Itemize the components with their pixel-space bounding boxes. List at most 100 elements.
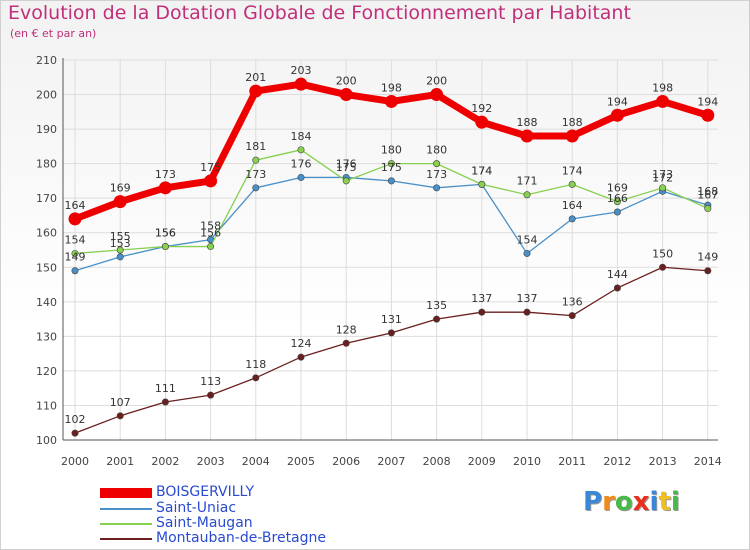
point-boisgervilly-2001 [113,195,127,209]
data-label-boisgervilly-2007: 198 [381,81,402,94]
y-tick-label-130: 130 [36,330,57,343]
legend-swatch-saint-uniac [100,508,152,510]
data-label-saint-uniac-2009: 174 [471,164,492,177]
y-tick-label-190: 190 [36,123,57,136]
data-label-saint-uniac-2007: 175 [381,161,402,174]
y-tick-label-170: 170 [36,192,57,205]
point-boisgervilly-2006 [339,88,353,102]
data-label-saint-uniac-2000: 149 [65,251,86,264]
x-tick-label-2008: 2008 [423,455,451,468]
point-montauban-de-bretagne-2014 [704,267,712,275]
data-label-montauban-de-bretagne-2007: 131 [381,313,402,326]
data-label-boisgervilly-2000: 164 [65,199,86,212]
data-label-boisgervilly-2002: 173 [155,168,176,181]
point-saint-uniac-2007 [387,177,395,185]
data-label-saint-maugan-2013: 173 [652,168,673,181]
y-tick-label-110: 110 [36,399,57,412]
data-label-saint-uniac-2002: 156 [155,227,176,240]
point-saint-maugan-2001 [116,246,124,254]
point-montauban-de-bretagne-2012 [613,284,621,292]
y-tick-label-150: 150 [36,261,57,274]
logo-letter: o [614,487,633,517]
data-label-saint-maugan-2008: 180 [426,144,447,157]
legend-swatch-boisgervilly [100,488,152,498]
x-tick-label-2007: 2007 [377,455,405,468]
x-tick-label-2010: 2010 [513,455,541,468]
point-boisgervilly-2008 [430,88,444,102]
data-label-montauban-de-bretagne-2002: 111 [155,382,176,395]
data-label-montauban-de-bretagne-2008: 135 [426,299,447,312]
data-label-saint-maugan-2011: 174 [562,164,583,177]
x-tick-label-2013: 2013 [649,455,677,468]
logo-letter: i [670,487,680,517]
data-label-montauban-de-bretagne-2001: 107 [110,396,131,409]
legend-label-saint-maugan: Saint-Maugan [156,515,253,531]
data-label-saint-maugan-2003: 156 [200,227,221,240]
data-label-saint-maugan-2005: 184 [291,130,312,143]
data-label-saint-maugan-2006: 175 [336,161,357,174]
point-montauban-de-bretagne-2010 [523,308,531,316]
data-label-montauban-de-bretagne-2013: 150 [652,247,673,260]
data-label-saint-uniac-2008: 173 [426,168,447,181]
y-tick-label-200: 200 [36,89,57,102]
point-saint-maugan-2004 [252,156,260,164]
x-tick-label-2000: 2000 [61,455,89,468]
x-tick-label-2006: 2006 [332,455,360,468]
y-tick-label-120: 120 [36,365,57,378]
point-saint-maugan-2012 [613,198,621,206]
x-tick-label-2009: 2009 [468,455,496,468]
data-label-saint-maugan-2007: 180 [381,144,402,157]
point-montauban-de-bretagne-2009 [478,308,486,316]
point-saint-maugan-2003 [207,243,215,251]
point-saint-uniac-2008 [433,184,441,192]
y-tick-label-160: 160 [36,227,57,240]
point-saint-maugan-2006 [342,177,350,185]
data-label-saint-uniac-2003: 158 [200,220,221,233]
point-montauban-de-bretagne-2011 [568,312,576,320]
x-tick-label-2014: 2014 [694,455,722,468]
point-boisgervilly-2003 [204,174,218,188]
data-label-boisgervilly-2006: 200 [336,75,357,88]
data-label-montauban-de-bretagne-2006: 128 [336,323,357,336]
x-tick-label-2012: 2012 [603,455,631,468]
logo-letter: t [658,487,671,517]
point-saint-uniac-2011 [568,215,576,223]
data-label-saint-maugan-2009: 174 [471,164,492,177]
data-label-montauban-de-bretagne-2012: 144 [607,268,628,281]
data-label-montauban-de-bretagne-2010: 137 [517,292,538,305]
point-boisgervilly-2013 [656,94,670,108]
x-tick-label-2001: 2001 [106,455,134,468]
legend-label-boisgervilly: BOISGERVILLY [156,484,255,500]
point-saint-uniac-2004 [252,184,260,192]
point-boisgervilly-2010 [520,129,534,143]
point-saint-uniac-2010 [523,249,531,257]
point-saint-maugan-2010 [523,191,531,199]
point-boisgervilly-2007 [384,94,398,108]
data-label-saint-maugan-2014: 167 [697,189,718,202]
point-saint-uniac-2001 [116,253,124,261]
legend-swatch-montauban-de-bretagne [100,538,152,540]
y-tick-label-100: 100 [36,434,57,447]
chart-subtitle: (en € et par an) [10,27,97,40]
data-label-montauban-de-bretagne-2003: 113 [200,375,221,388]
point-saint-uniac-2012 [613,208,621,216]
data-label-boisgervilly-2010: 188 [517,116,538,129]
point-saint-maugan-2005 [297,146,305,154]
data-label-saint-uniac-2004: 173 [245,168,266,181]
point-montauban-de-bretagne-2008 [433,315,441,323]
data-label-saint-uniac-2006: 176 [336,157,357,170]
y-tick-label-180: 180 [36,158,57,171]
data-label-boisgervilly-2003: 175 [200,161,221,174]
data-label-saint-uniac-2013: 172 [652,171,673,184]
logo-letter: i [649,487,659,517]
legend-label-saint-uniac: Saint-Uniac [156,500,237,516]
logo-letter: r [602,487,615,517]
data-label-saint-maugan-2000: 154 [65,233,86,246]
data-label-saint-maugan-2001: 155 [110,230,131,243]
point-saint-uniac-2000 [71,267,79,275]
point-montauban-de-bretagne-2003 [207,391,215,399]
point-montauban-de-bretagne-2007 [387,329,395,337]
proxiti-logo: Proxiti [583,487,680,517]
point-saint-maugan-2009 [478,180,486,188]
